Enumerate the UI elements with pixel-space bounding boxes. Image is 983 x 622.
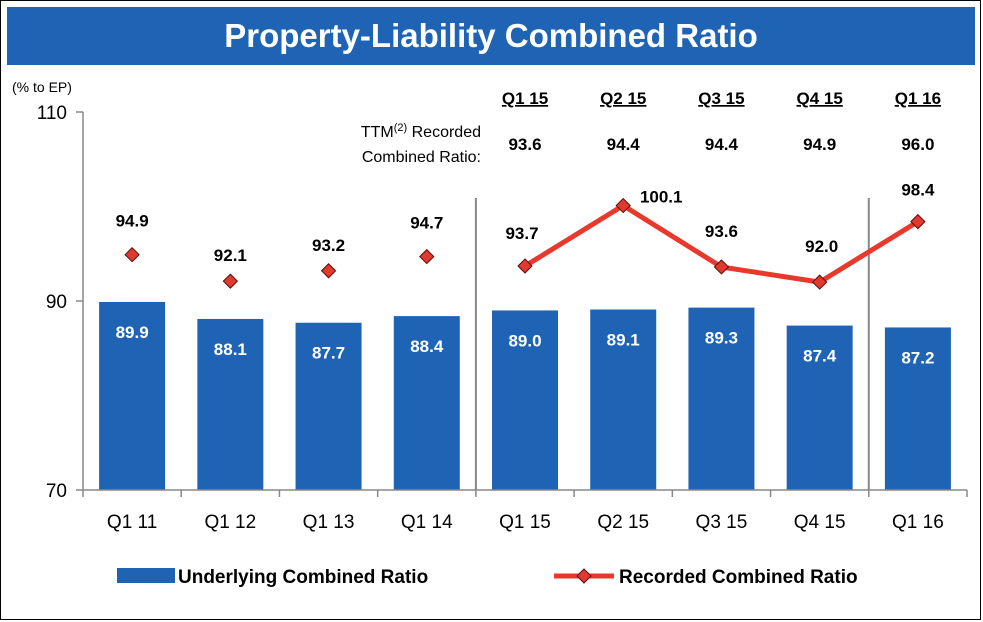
x-tick-label: Q3 15 [696, 512, 748, 533]
ttm-period-header: Q1 15 [502, 89, 548, 108]
bar-value-label: 89.3 [705, 329, 738, 348]
legend: Underlying Combined Ratio Recorded Combin… [117, 567, 858, 588]
bar-value-label: 88.1 [214, 340, 247, 359]
recorded-value-label: 94.7 [410, 214, 443, 233]
bar [393, 316, 460, 490]
line-series: 94.9 92.1 93.2 94.7 93.7 100.1 93.6 92.0 98.4 [116, 181, 935, 290]
bar [786, 325, 853, 490]
recorded-marker [222, 273, 239, 289]
bar-value-label: 89.1 [607, 331, 640, 350]
ttm-period-header: Q1 16 [895, 89, 941, 108]
legend-label-underlying: Underlying Combined Ratio [178, 567, 428, 588]
y-axis: 70 90 110 [37, 103, 84, 502]
x-tick-label: Q1 16 [892, 512, 944, 533]
recorded-marker [910, 213, 926, 230]
ttm-caption-line2: Combined Ratio: [362, 149, 481, 166]
legend-label-recorded: Recorded Combined Ratio [619, 567, 858, 588]
recorded-value-label: 94.9 [116, 212, 149, 231]
recorded-value-label: 98.4 [901, 181, 935, 200]
legend-swatch-bar [117, 568, 175, 583]
x-tick-label: Q1 15 [499, 512, 551, 533]
bar-series: 89.9 88.1 87.7 88.4 89.0 89.1 89.3 87.4 87.2 [99, 301, 951, 490]
ttm-value: 94.4 [705, 135, 739, 154]
chart-title: Property-Liability Combined Ratio [7, 7, 975, 65]
bar-value-label: 87.2 [901, 348, 934, 367]
ttm-period-header: Q3 15 [698, 89, 744, 108]
bar [688, 307, 755, 490]
bar [295, 322, 362, 490]
period-separators [474, 198, 870, 490]
bar [492, 310, 558, 490]
recorded-value-label: 92.1 [214, 246, 247, 265]
bar-value-label: 89.0 [508, 331, 541, 350]
ttm-value: 94.9 [803, 135, 836, 154]
x-tick-label: Q1 13 [303, 512, 355, 533]
recorded-value-label: 93.6 [705, 222, 738, 241]
ttm-period-header: Q2 15 [600, 89, 646, 108]
ttm-value: 94.4 [607, 135, 641, 154]
recorded-marker [320, 263, 337, 279]
bar [590, 309, 657, 490]
y-tick-label: 90 [46, 292, 67, 313]
y-tick-label: 110 [37, 103, 67, 124]
x-tick-label: Q1 11 [107, 512, 157, 533]
x-axis: Q1 11 Q1 12 Q1 13 Q1 14 Q1 15 Q2 15 Q3 15 Q4 15… [82, 489, 968, 533]
bar [197, 318, 264, 490]
x-tick-label: Q1 12 [204, 512, 256, 533]
recorded-value-label: 92.0 [805, 237, 838, 256]
bar-value-label: 88.4 [410, 337, 444, 356]
legend-swatch-marker [576, 568, 592, 584]
recorded-marker [713, 259, 730, 275]
ttm-value: 96.0 [901, 135, 934, 154]
recorded-value-label: 93.7 [505, 224, 538, 243]
recorded-value-label: 93.2 [312, 236, 345, 255]
unit-label: (% to EP) [12, 79, 72, 95]
bar [99, 301, 166, 490]
recorded-marker [419, 248, 435, 265]
recorded-value-label: 100.1 [640, 188, 683, 207]
ttm-value: 93.6 [508, 135, 541, 154]
ttm-period-header: Q4 15 [797, 89, 843, 108]
ttm-caption-line1: TTM(2) Recorded [361, 122, 481, 141]
recorded-marker [615, 197, 631, 214]
y-tick-label: 70 [46, 481, 67, 502]
bar-value-label: 87.4 [803, 347, 837, 366]
x-tick-label: Q2 15 [597, 512, 649, 533]
recorded-marker [124, 246, 140, 263]
x-tick-label: Q1 14 [401, 512, 453, 533]
bar [884, 327, 951, 490]
ttm-table: TTM(2) Recorded Combined Ratio: Q1 15 93.6 Q… [361, 89, 941, 166]
bar-value-label: 87.7 [312, 344, 345, 363]
x-tick-label: Q4 15 [794, 512, 846, 533]
recorded-marker [811, 274, 828, 290]
recorded-marker [517, 258, 533, 274]
bar-value-label: 89.9 [116, 323, 149, 342]
